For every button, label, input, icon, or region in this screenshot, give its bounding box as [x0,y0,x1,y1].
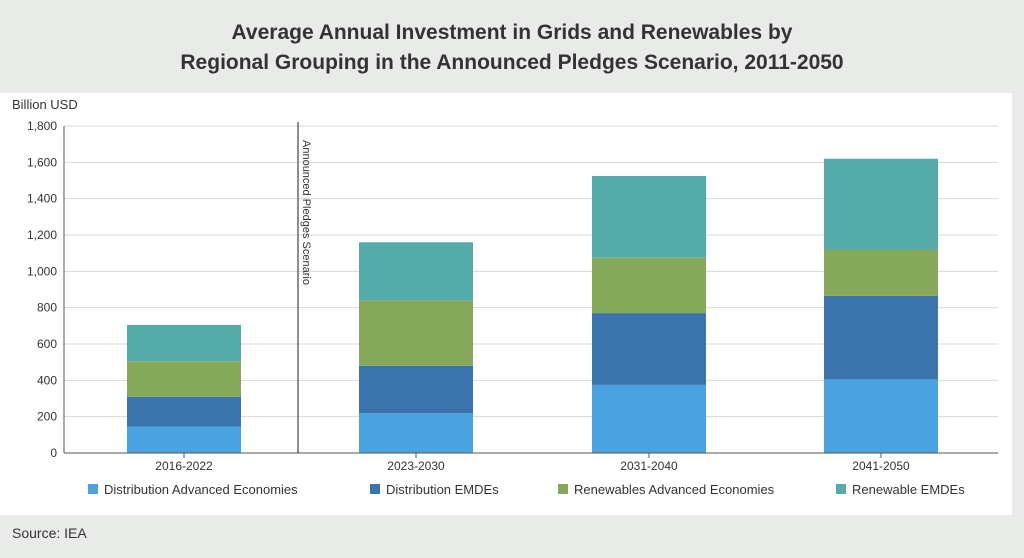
bar-segment [127,396,241,427]
bar-segment [359,300,473,366]
bar-segment [359,413,473,453]
y-tick-label: 800 [37,301,57,315]
stacked-bar-chart: Billion USD 0 200 400 600 800 1,000 1,200 1,400… [12,97,998,497]
bar-segment [592,175,706,258]
legend-swatch [558,484,568,494]
bar-segment [127,361,241,397]
x-tick-label: 2023-2030 [387,459,445,473]
y-tick-label: 600 [37,337,57,351]
legend-label: Renewable EMDEs [852,482,965,497]
y-axis-label: Billion USD [12,97,78,112]
y-tick-label: 400 [37,373,57,387]
legend-label: Distribution EMDEs [386,482,499,497]
legend-swatch [836,484,846,494]
bar-segment [127,426,241,453]
chart-title: Average Annual Investment in Grids and R… [0,0,1024,93]
legend-label: Distribution Advanced Economies [104,482,298,497]
y-tick-label: 1,600 [27,155,57,169]
bar-segment [592,313,706,385]
y-tick-label: 1,400 [27,192,57,206]
y-tick-label: 1,800 [27,119,57,133]
legend-swatch [370,484,380,494]
bar-segment [592,384,706,453]
chart-title-line-1: Average Annual Investment in Grids and R… [231,21,793,44]
bar-segment [824,158,938,250]
bar-segment [359,365,473,414]
y-tick-label: 1,200 [27,228,57,242]
bar-segment [359,242,473,301]
y-tick-label: 1,000 [27,264,57,278]
legend-swatch [88,484,98,494]
x-tick-label: 2031-2040 [620,459,678,473]
legend-label: Renewables Advanced Economies [574,482,775,497]
y-tick-label: 0 [50,446,57,460]
bar-segment [824,379,938,453]
bar-segment [824,249,938,296]
bar-segment [824,295,938,380]
bar-segment [127,324,241,362]
y-tick-label: 200 [37,410,57,424]
scenario-annotation-label: Announced Pledges Scenario [300,140,312,285]
bar-segment [592,257,706,314]
source-note: Source: IEA [12,525,87,541]
x-tick-label: 2016-2022 [155,459,213,473]
chart-title-line-2: Regional Grouping in the Announced Pledg… [180,51,844,74]
x-tick-label: 2041-2050 [852,459,910,473]
